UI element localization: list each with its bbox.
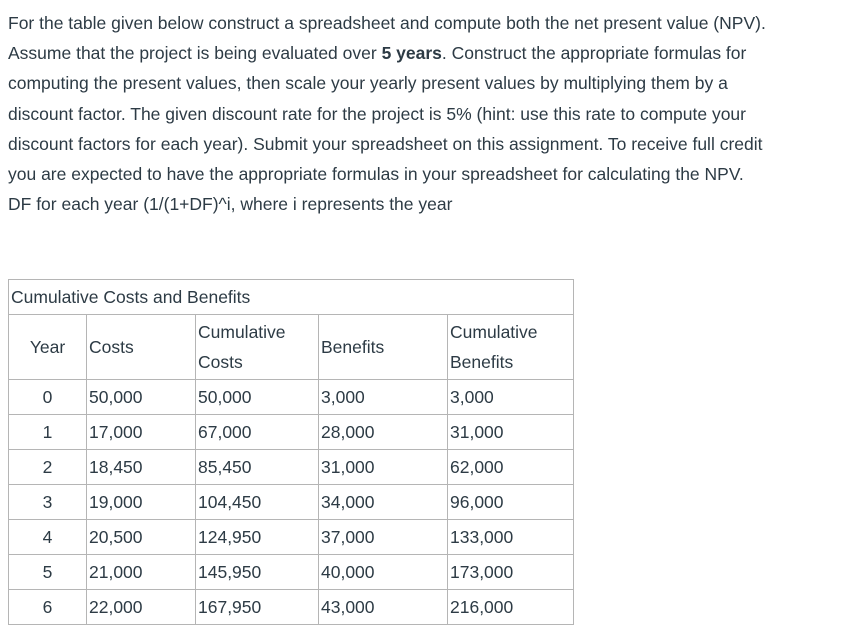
cell-costs: 22,000 (86, 589, 196, 625)
cell-year: 0 (8, 379, 87, 415)
cell-cumulative-costs: 85,450 (195, 449, 319, 485)
table-row: 1 17,000 67,000 28,000 31,000 (8, 414, 574, 450)
cell-costs: 20,500 (86, 519, 196, 555)
cell-year: 2 (8, 449, 87, 485)
bold-text: 5 years (381, 43, 442, 64)
table-row: 5 21,000 145,950 40,000 173,000 (8, 554, 574, 590)
cell-benefits: 3,000 (318, 379, 448, 415)
question-text: For the table given below construct a sp… (8, 8, 856, 219)
question-line: you are expected to have the appropriate… (8, 163, 744, 184)
question-line: discount factor. The given discount rate… (8, 103, 746, 124)
cell-cumulative-benefits: 173,000 (447, 554, 574, 590)
question-line: DF for each year (1/(1+DF)^i, where i re… (8, 194, 453, 215)
cell-cumulative-costs: 167,950 (195, 589, 319, 625)
cell-benefits: 43,000 (318, 589, 448, 625)
cell-costs: 50,000 (86, 379, 196, 415)
table-row: 3 19,000 104,450 34,000 96,000 (8, 484, 574, 520)
cell-cumulative-costs: 67,000 (195, 414, 319, 450)
cell-cumulative-costs: 104,450 (195, 484, 319, 520)
table-header-row: Year Costs Cumulative Costs Benefits Cumu… (8, 314, 574, 380)
cell-costs: 19,000 (86, 484, 196, 520)
cell-year: 1 (8, 414, 87, 450)
cell-cumulative-costs: 124,950 (195, 519, 319, 555)
question-line: computing the present values, then scale… (8, 73, 728, 94)
table-row: 6 22,000 167,950 43,000 216,000 (8, 589, 574, 625)
cell-cumulative-benefits: 96,000 (447, 484, 574, 520)
cell-cumulative-benefits: 31,000 (447, 414, 574, 450)
question-text-segment: . Construct the appropriate formulas for (441, 43, 747, 64)
table-row: 0 50,000 50,000 3,000 3,000 (8, 379, 574, 415)
table-row: 4 20,500 124,950 37,000 133,000 (8, 519, 574, 555)
header-costs: Costs (86, 314, 196, 380)
cell-cumulative-benefits: 62,000 (447, 449, 574, 485)
cost-benefit-table: Cumulative Costs and Benefits Year Costs… (8, 279, 574, 625)
cell-cumulative-benefits: 3,000 (447, 379, 574, 415)
header-benefits: Benefits (318, 314, 448, 380)
question-line: For the table given below construct a sp… (8, 13, 766, 33)
cell-costs: 21,000 (86, 554, 196, 590)
cell-cumulative-costs: 145,950 (195, 554, 319, 590)
cell-costs: 18,450 (86, 449, 196, 485)
question-text-segment: Assume that the project is being evaluat… (8, 43, 382, 64)
cell-year: 4 (8, 519, 87, 555)
question-line: Assume that the project is being evaluat… (8, 38, 856, 68)
header-year: Year (8, 314, 87, 380)
cell-year: 6 (8, 589, 87, 625)
cell-costs: 17,000 (86, 414, 196, 450)
cell-benefits: 37,000 (318, 519, 448, 555)
cell-benefits: 31,000 (318, 449, 448, 485)
table-caption-row: Cumulative Costs and Benefits (8, 279, 574, 315)
cell-cumulative-benefits: 216,000 (447, 589, 574, 625)
table-caption: Cumulative Costs and Benefits (8, 279, 574, 315)
cell-year: 5 (8, 554, 87, 590)
cell-cumulative-costs: 50,000 (195, 379, 319, 415)
table-row: 2 18,450 85,450 31,000 62,000 (8, 449, 574, 485)
header-cumulative-benefits: Cumulative Benefits (447, 314, 574, 380)
cell-cumulative-benefits: 133,000 (447, 519, 574, 555)
cell-year: 3 (8, 484, 87, 520)
cell-benefits: 40,000 (318, 554, 448, 590)
header-cumulative-costs: Cumulative Costs (195, 314, 319, 380)
cell-benefits: 34,000 (318, 484, 448, 520)
cell-benefits: 28,000 (318, 414, 448, 450)
question-line: discount factors for each year). Submit … (8, 133, 763, 154)
